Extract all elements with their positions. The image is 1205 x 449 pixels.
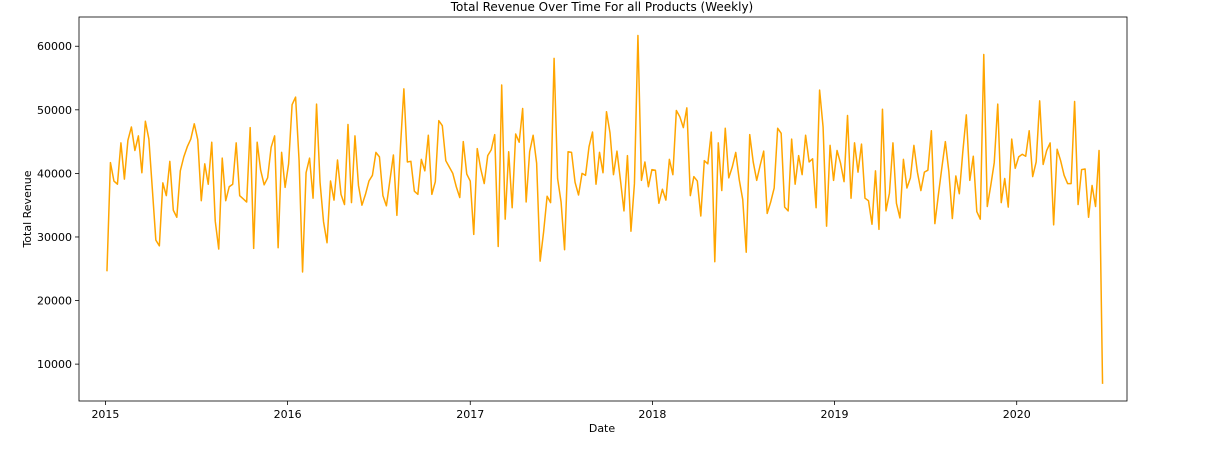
x-tick-label: 2019: [821, 408, 849, 421]
x-axis-title: Date: [589, 422, 616, 435]
y-tick-label: 10000: [37, 358, 72, 371]
y-axis-title: Total Revenue: [21, 170, 34, 248]
x-tick-label: 2017: [456, 408, 484, 421]
x-tick-label: 2020: [1003, 408, 1031, 421]
y-tick-label: 60000: [37, 40, 72, 53]
y-tick-label: 30000: [37, 231, 72, 244]
x-axis-ticks: 2015 2016 2017 2018 2019 2020: [91, 401, 1031, 421]
chart-title: Total Revenue Over Time For all Products…: [450, 0, 753, 14]
revenue-series-line: [106, 34, 1104, 384]
x-tick-label: 2018: [638, 408, 666, 421]
y-tick-label: 20000: [37, 295, 72, 308]
y-axis-ticks: 10000 20000 30000 40000 50000 60000: [37, 40, 79, 371]
y-tick-label: 50000: [37, 104, 72, 117]
x-tick-label: 2015: [91, 408, 119, 421]
plot-area-frame: [78, 16, 1128, 402]
x-tick-label: 2016: [274, 408, 302, 421]
y-tick-label: 40000: [37, 167, 72, 180]
